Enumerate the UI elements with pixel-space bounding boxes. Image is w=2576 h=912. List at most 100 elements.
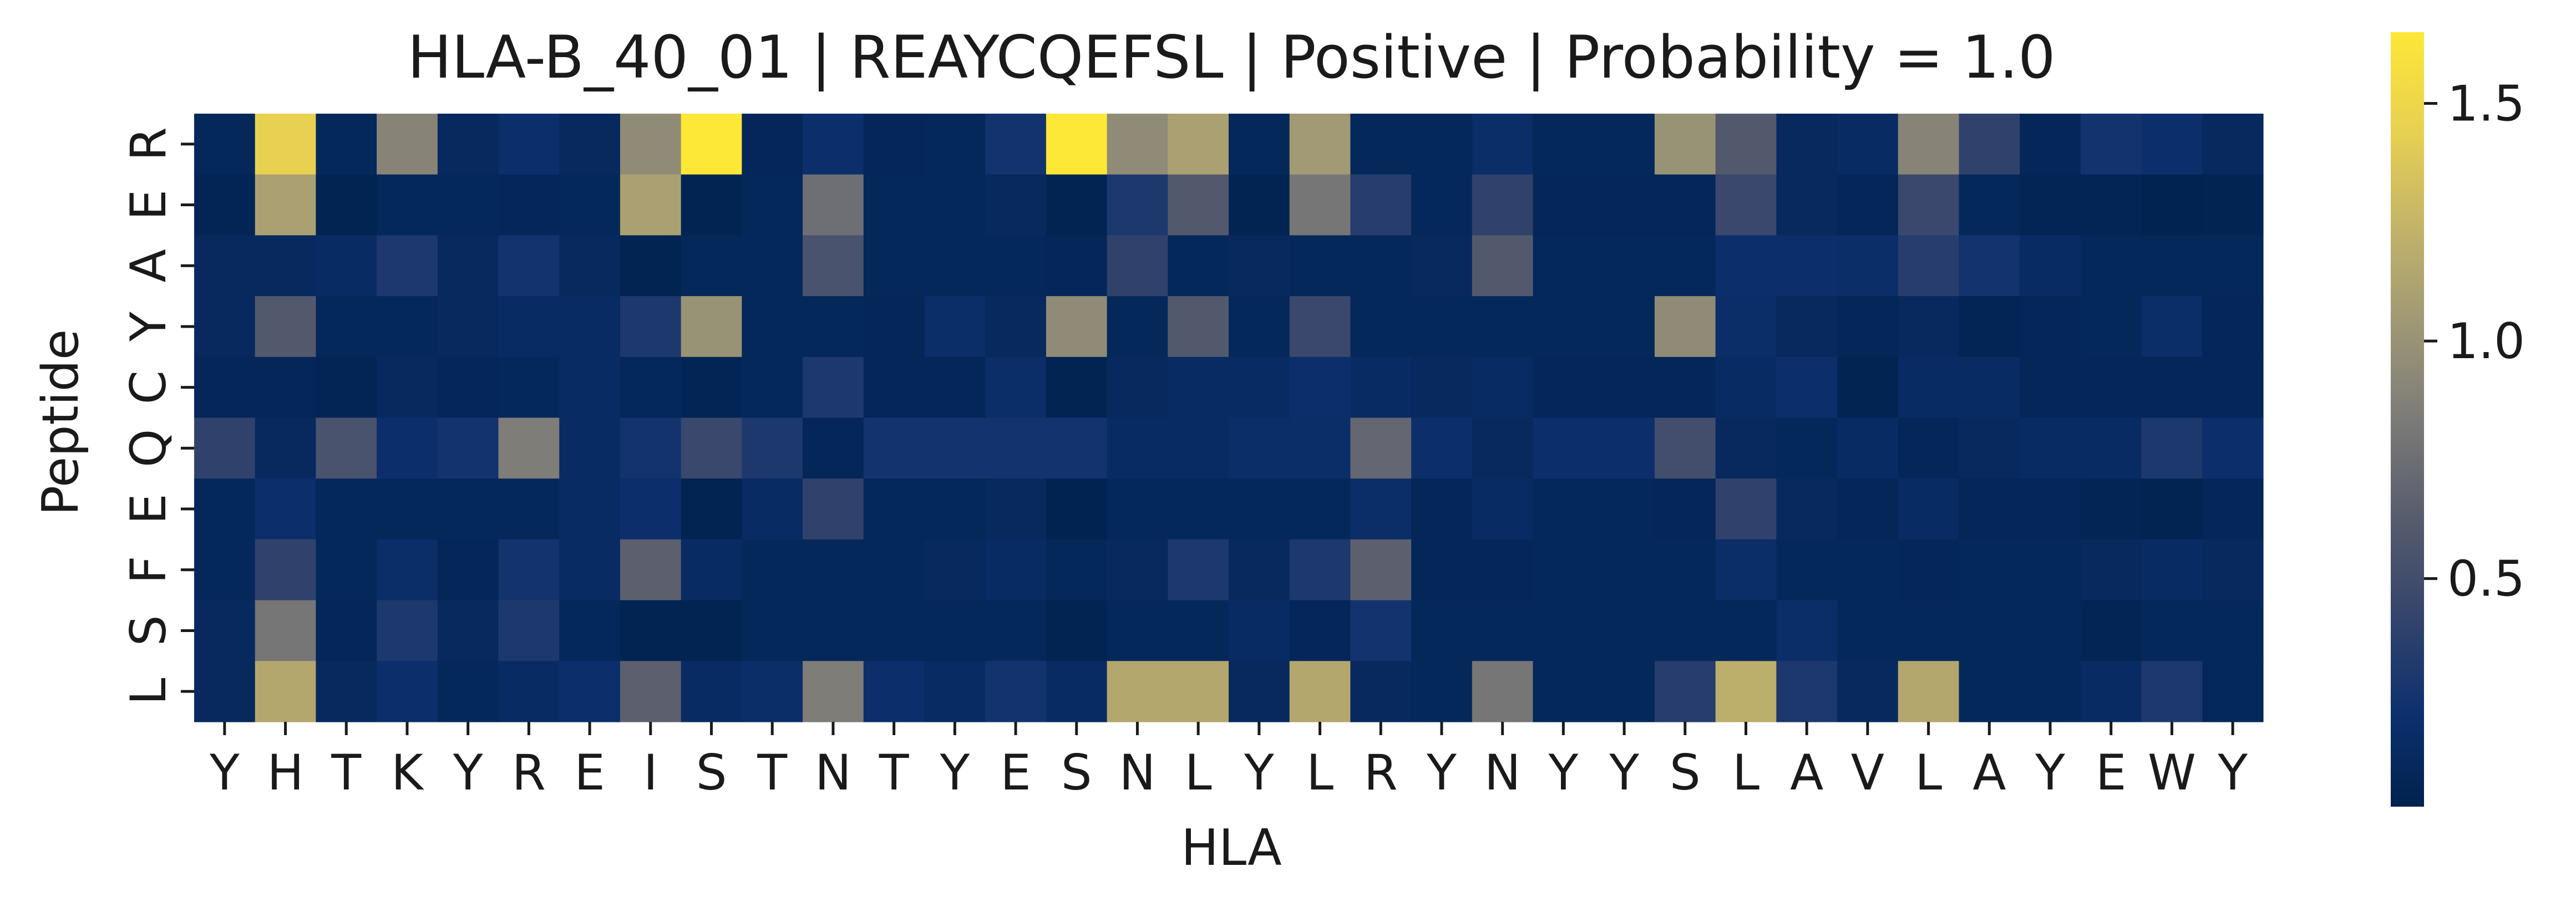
y-tick-label: C <box>120 370 177 404</box>
x-tick-label: K <box>391 744 424 801</box>
heatmap-cell <box>1046 356 1108 419</box>
heatmap-cell <box>2141 417 2203 479</box>
heatmap-cell <box>1350 661 1412 722</box>
heatmap-cell <box>1837 174 1899 236</box>
heatmap-cell <box>863 296 925 358</box>
heatmap-cell <box>1229 661 1290 722</box>
heatmap-cell <box>1776 600 1838 661</box>
x-tick-label: L <box>1915 744 1942 801</box>
heatmap-cell <box>1898 661 1960 722</box>
heatmap-cell <box>742 235 803 297</box>
heatmap-cell <box>2020 661 2081 722</box>
heatmap-cell <box>985 235 1047 297</box>
heatmap-cell <box>498 539 560 601</box>
heatmap-cell <box>377 600 438 661</box>
x-tick-label: N <box>1119 744 1156 801</box>
heatmap-cell <box>1594 600 1655 661</box>
heatmap-cell <box>1472 114 1534 175</box>
colorbar <box>2391 32 2424 807</box>
heatmap-cell <box>1959 235 2020 297</box>
heatmap-cell <box>2202 114 2264 175</box>
heatmap-cell <box>1654 235 1716 297</box>
heatmap-cell <box>2020 600 2081 661</box>
heatmap-cell <box>803 174 864 236</box>
heatmap-cell <box>681 661 742 722</box>
heatmap-cell <box>2202 478 2264 540</box>
heatmap-cell <box>1107 356 1168 419</box>
heatmap-cell <box>1411 235 1473 297</box>
heatmap-cell <box>1107 539 1168 601</box>
y-tick-label: L <box>120 678 177 705</box>
heatmap-cell <box>377 539 438 601</box>
heatmap-cell <box>1959 356 2020 419</box>
heatmap-cell <box>1837 356 1899 419</box>
heatmap-cell <box>1654 539 1716 601</box>
heatmap-cell <box>1594 356 1655 419</box>
heatmap-cell <box>1715 539 1777 601</box>
heatmap-cell <box>377 114 438 175</box>
heatmap-cell <box>1776 296 1838 358</box>
heatmap-cell <box>742 417 803 479</box>
heatmap-cell <box>2020 539 2081 601</box>
y-axis-label: Peptide <box>32 329 90 516</box>
heatmap-cell <box>620 114 682 175</box>
x-tick-label: S <box>1670 744 1701 801</box>
heatmap-cell <box>985 600 1047 661</box>
heatmap-cell <box>1107 296 1168 358</box>
heatmap-cell <box>1107 478 1168 540</box>
heatmap-cell <box>985 417 1047 479</box>
heatmap-cell <box>863 356 925 419</box>
heatmap-cell <box>1411 296 1473 358</box>
heatmap-cell <box>1411 174 1473 236</box>
heatmap-cell <box>1654 478 1716 540</box>
heatmap-cell <box>1350 600 1412 661</box>
heatmap-cell <box>2080 417 2142 479</box>
heatmap-cell <box>255 174 317 236</box>
heatmap-cell <box>1533 114 1594 175</box>
heatmap-cell <box>620 174 682 236</box>
heatmap-cell <box>803 356 864 419</box>
heatmap-cell <box>1168 417 1229 479</box>
heatmap-cell <box>924 539 986 601</box>
heatmap-cell <box>1350 478 1412 540</box>
heatmap-cell <box>863 235 925 297</box>
heatmap-cell <box>1776 661 1838 722</box>
x-tick-label: I <box>643 744 658 801</box>
heatmap-cell <box>681 600 742 661</box>
heatmap-cell <box>194 296 256 358</box>
x-axis-label: HLA <box>1181 819 1281 877</box>
heatmap-cell <box>1289 417 1351 479</box>
heatmap-cell <box>377 235 438 297</box>
heatmap-cell <box>1229 174 1290 236</box>
heatmap-cell <box>620 296 682 358</box>
heatmap-cell <box>255 417 317 479</box>
heatmap-cell <box>742 296 803 358</box>
heatmap-cell <box>1107 661 1168 722</box>
x-tick-label: Y <box>1426 744 1457 801</box>
heatmap-cell <box>924 174 986 236</box>
heatmap-cell <box>316 478 377 540</box>
heatmap-cell <box>1107 114 1168 175</box>
heatmap-cell <box>1715 235 1777 297</box>
heatmap-cell <box>1533 417 1594 479</box>
heatmap-cell <box>924 114 986 175</box>
heatmap-cell <box>255 600 317 661</box>
heatmap-cell <box>1594 478 1655 540</box>
x-tick-label: A <box>1972 744 2006 801</box>
x-tick-label: L <box>1185 744 1212 801</box>
heatmap-cell <box>498 296 560 358</box>
heatmap-cell <box>559 296 621 358</box>
heatmap-cell <box>255 114 317 175</box>
heatmap-cell <box>559 235 621 297</box>
heatmap-cell <box>437 600 499 661</box>
heatmap-cell <box>316 296 377 358</box>
heatmap-cell <box>437 114 499 175</box>
heatmap-cell <box>1289 478 1351 540</box>
heatmap-cell <box>681 417 742 479</box>
heatmap-cell <box>1229 478 1290 540</box>
heatmap-cell <box>681 539 742 601</box>
heatmap-cell <box>1168 661 1229 722</box>
y-axis-ticks: REAYCQEFSL <box>120 127 194 705</box>
heatmap-cell <box>194 356 256 419</box>
heatmap-cell <box>924 661 986 722</box>
